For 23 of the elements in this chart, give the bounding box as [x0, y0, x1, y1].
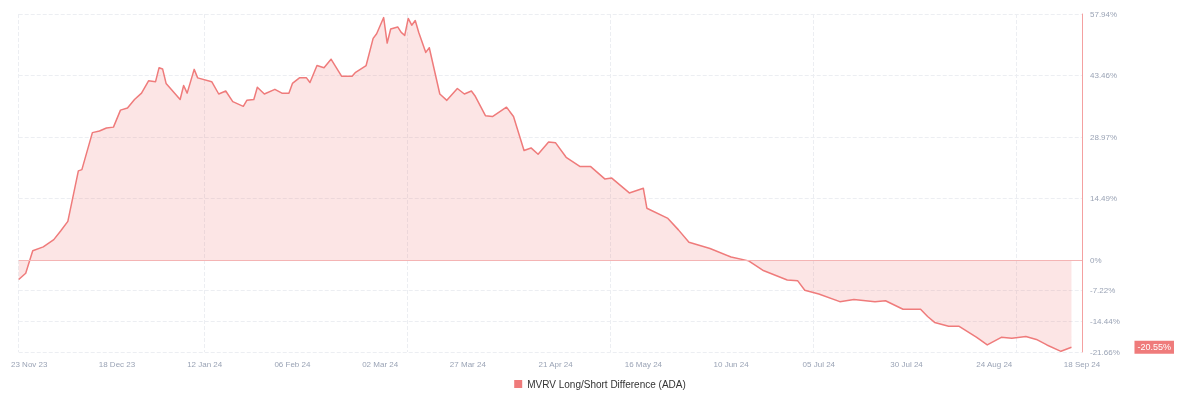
y-tick-label: 14.49%: [1090, 194, 1118, 203]
y-tick-label: 28.97%: [1090, 132, 1118, 142]
x-tick-label: 27 Mar 24: [449, 359, 487, 369]
y-tick-label: 0%: [1090, 255, 1102, 265]
y-tick-label: 57.94%: [1090, 9, 1118, 19]
legend-label: MVRV Long/Short Difference (ADA): [527, 378, 686, 390]
y-tick-label: -21.66%: [1090, 347, 1120, 357]
x-tick-label: 10 Jun 24: [713, 359, 750, 369]
x-tick-label: 30 Jul 24: [890, 359, 924, 369]
x-tick-label: 18 Dec 23: [98, 359, 136, 369]
x-tick-label: 06 Feb 24: [274, 359, 311, 369]
x-tick-label: 23 Nov 23: [11, 359, 49, 369]
text: -20.55%: [1137, 342, 1171, 353]
x-tick-label: 02 Mar 24: [362, 359, 399, 369]
x-tick-label: 21 Apr 24: [538, 359, 574, 369]
y-tick-label: -14.44%: [1090, 316, 1120, 326]
y-tick-label: -7.22%: [1090, 286, 1116, 296]
x-tick-label: 18 Sep 24: [1063, 359, 1101, 369]
y-tick-label: 43.46%: [1090, 70, 1118, 80]
x-tick-label: 05 Jul 24: [802, 359, 836, 369]
x-tick-label: 12 Jan 24: [187, 359, 223, 369]
x-tick-label: 24 Aug 24: [976, 359, 1013, 369]
x-tick-label: 16 May 24: [624, 359, 663, 369]
